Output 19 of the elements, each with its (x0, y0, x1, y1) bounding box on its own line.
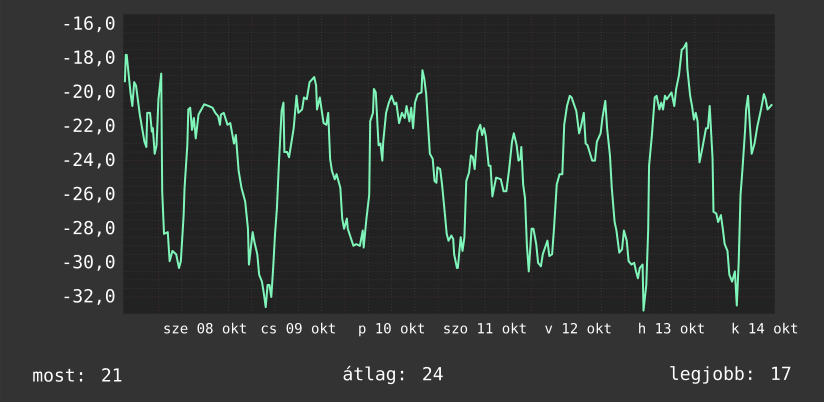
x-tick-label: szo 11 okt (444, 322, 526, 334)
y-tick-label: -16,0 (64, 16, 114, 32)
y-tick-label: -28,0 (64, 220, 114, 237)
text: legjobb: 17 (670, 366, 790, 384)
x-tick-label: cs 09 okt (262, 322, 335, 334)
y-tick-label: -32,0 (64, 288, 114, 305)
x-tick-label: sze 08 okt (164, 322, 246, 334)
y-tick-label: -30,0 (64, 254, 114, 271)
x-tick-label: k 14 okt (732, 322, 798, 334)
y-tick-label: -24,0 (64, 152, 114, 169)
x-tick-label: h 13 okt (639, 322, 704, 334)
y-tick-label: -26,0 (64, 186, 114, 203)
text: átlag: 24 (344, 366, 443, 384)
y-tick-label: -22,0 (64, 118, 114, 134)
text: most: 21 (33, 368, 122, 382)
x-tick-label: p 10 okt (359, 322, 424, 336)
y-tick-label: -18,0 (64, 50, 114, 66)
y-tick-label: -20,0 (64, 84, 114, 100)
x-tick-label: v 12 okt (545, 322, 611, 334)
